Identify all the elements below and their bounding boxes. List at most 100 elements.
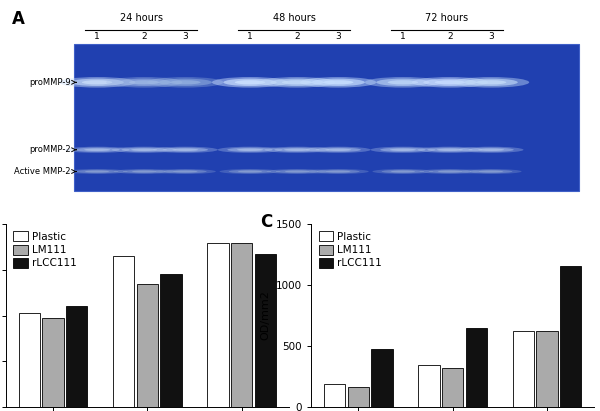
- Ellipse shape: [173, 171, 197, 173]
- Ellipse shape: [123, 170, 166, 173]
- Text: 1: 1: [400, 32, 406, 41]
- Legend: Plastic, LM111, rLCC111: Plastic, LM111, rLCC111: [317, 229, 384, 270]
- Ellipse shape: [276, 170, 319, 173]
- Ellipse shape: [131, 148, 157, 151]
- Bar: [160, 275, 182, 407]
- Ellipse shape: [271, 79, 324, 86]
- Text: 2: 2: [294, 32, 300, 41]
- Ellipse shape: [227, 148, 272, 152]
- Ellipse shape: [285, 171, 309, 173]
- Ellipse shape: [427, 148, 473, 152]
- Ellipse shape: [323, 80, 353, 84]
- Legend: Plastic, LM111, rLCC111: Plastic, LM111, rLCC111: [11, 229, 79, 270]
- Text: proMMP-9: proMMP-9: [29, 78, 76, 87]
- Ellipse shape: [220, 169, 281, 174]
- Bar: [74, 44, 580, 191]
- Text: Active MMP-2: Active MMP-2: [14, 167, 76, 176]
- Ellipse shape: [84, 148, 110, 151]
- Text: 1: 1: [247, 32, 253, 41]
- Bar: [254, 254, 276, 407]
- Ellipse shape: [229, 170, 271, 173]
- Bar: [324, 384, 346, 407]
- Ellipse shape: [259, 77, 335, 88]
- Text: 48 hours: 48 hours: [272, 13, 316, 23]
- Ellipse shape: [438, 171, 462, 173]
- Ellipse shape: [76, 170, 118, 173]
- Text: 2: 2: [142, 32, 147, 41]
- Ellipse shape: [282, 80, 313, 84]
- Bar: [418, 365, 440, 407]
- Ellipse shape: [118, 79, 171, 86]
- Bar: [137, 284, 158, 407]
- Ellipse shape: [365, 77, 441, 88]
- Text: 24 hours: 24 hours: [120, 13, 163, 23]
- Bar: [113, 256, 134, 407]
- Bar: [442, 368, 463, 407]
- Ellipse shape: [223, 79, 277, 86]
- Ellipse shape: [212, 77, 288, 88]
- Ellipse shape: [306, 147, 371, 153]
- Ellipse shape: [437, 148, 463, 151]
- Ellipse shape: [453, 77, 529, 88]
- Text: 3: 3: [335, 32, 341, 41]
- Ellipse shape: [155, 169, 216, 174]
- Ellipse shape: [147, 77, 223, 88]
- Ellipse shape: [85, 171, 109, 173]
- Ellipse shape: [74, 148, 120, 152]
- Bar: [371, 349, 392, 407]
- Ellipse shape: [479, 171, 503, 173]
- Bar: [513, 331, 534, 407]
- Ellipse shape: [373, 169, 433, 174]
- Ellipse shape: [380, 148, 425, 152]
- Ellipse shape: [382, 170, 424, 173]
- Ellipse shape: [132, 171, 157, 173]
- Ellipse shape: [67, 169, 128, 174]
- Ellipse shape: [235, 80, 265, 84]
- Ellipse shape: [470, 170, 512, 173]
- Text: A: A: [12, 10, 25, 28]
- Ellipse shape: [164, 170, 206, 173]
- Ellipse shape: [129, 80, 160, 84]
- Ellipse shape: [113, 169, 175, 174]
- Ellipse shape: [266, 169, 328, 174]
- Ellipse shape: [218, 147, 283, 153]
- Ellipse shape: [59, 77, 135, 88]
- Bar: [560, 266, 581, 407]
- Ellipse shape: [311, 79, 365, 86]
- Ellipse shape: [274, 148, 320, 152]
- Ellipse shape: [478, 148, 504, 151]
- Y-axis label: OD/mm2: OD/mm2: [260, 291, 271, 340]
- Ellipse shape: [65, 147, 130, 153]
- Ellipse shape: [112, 147, 176, 153]
- Ellipse shape: [265, 147, 329, 153]
- Ellipse shape: [82, 80, 112, 84]
- Ellipse shape: [122, 148, 167, 152]
- Bar: [43, 318, 64, 407]
- Ellipse shape: [238, 171, 262, 173]
- Ellipse shape: [464, 79, 518, 86]
- Ellipse shape: [391, 171, 415, 173]
- Ellipse shape: [153, 147, 218, 153]
- Text: 3: 3: [488, 32, 494, 41]
- Ellipse shape: [70, 79, 124, 86]
- Ellipse shape: [390, 148, 416, 151]
- Ellipse shape: [428, 170, 471, 173]
- Ellipse shape: [459, 147, 523, 153]
- Ellipse shape: [376, 79, 430, 86]
- Bar: [208, 243, 229, 407]
- Ellipse shape: [317, 170, 359, 173]
- Ellipse shape: [461, 169, 521, 174]
- Ellipse shape: [371, 147, 435, 153]
- Ellipse shape: [158, 79, 212, 86]
- Bar: [536, 331, 557, 407]
- Bar: [19, 313, 40, 407]
- Ellipse shape: [326, 171, 350, 173]
- Bar: [66, 306, 87, 407]
- Ellipse shape: [284, 148, 310, 151]
- Bar: [466, 328, 487, 407]
- Ellipse shape: [388, 80, 418, 84]
- Bar: [231, 243, 252, 407]
- Ellipse shape: [300, 77, 376, 88]
- Ellipse shape: [316, 148, 361, 152]
- Ellipse shape: [308, 169, 369, 174]
